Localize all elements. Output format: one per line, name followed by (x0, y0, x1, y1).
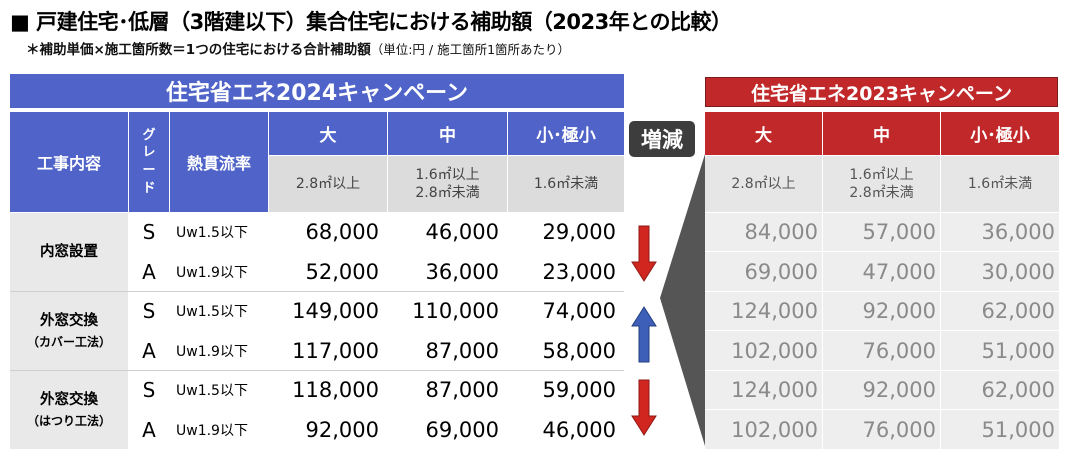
note-unit: （単位:円 / 施工箇所1箇所あたり） (370, 42, 571, 57)
value-2023-small: 51,000 (941, 410, 1059, 449)
range-medium-line1: 1.6㎡以上 (415, 166, 480, 183)
value-2023-medium: 47,000 (823, 252, 940, 291)
group-label: 内窓設置 (40, 243, 98, 260)
range-2023-medium: 1.6㎡以上 2.8㎡未満 (823, 156, 940, 212)
range-small: 1.6㎡未満 (508, 156, 624, 212)
grade-char-2: レ (142, 145, 156, 161)
value-2024-medium: 87,000 (425, 378, 499, 402)
range-medium: 1.6㎡以上 2.8㎡未満 (388, 156, 507, 212)
value-2023-medium: 76,000 (823, 410, 940, 449)
value-2023-medium: 57,000 (823, 213, 940, 251)
page-title: ■ 戸建住宅･低層（3階建以下）集合住宅における補助額（2023年との比較） (10, 10, 732, 34)
value-2024-medium: 36,000 (425, 259, 499, 284)
value-2023-small: 30,000 (941, 252, 1059, 291)
group-label-inner-window: 内窓設置 (10, 213, 128, 291)
uw-cell: Uw1.9以下 (176, 343, 248, 360)
value-2023-large: 84,000 (705, 213, 822, 251)
value-2023-large: 102,000 (705, 410, 822, 449)
range-large: 2.8㎡以上 (269, 156, 387, 212)
value-2024-small: 74,000 (542, 299, 616, 323)
value-2024-large: 149,000 (292, 299, 379, 323)
value-2024-small: 59,000 (542, 378, 616, 402)
value-2023-small: 36,000 (941, 213, 1059, 251)
grade-char-4: ド (142, 180, 156, 196)
grade-cell: S (142, 299, 156, 323)
value-2024-large: 117,000 (292, 338, 379, 363)
arrow-down-icon (631, 379, 657, 436)
group-sublabel: （はつり工法） (26, 413, 111, 428)
value-2023-small: 62,000 (941, 371, 1059, 409)
grade-cell: A (142, 259, 156, 284)
value-2023-small: 51,000 (941, 331, 1059, 370)
uw-cell: Uw1.5以下 (176, 304, 248, 320)
value-2024-medium: 110,000 (412, 299, 499, 323)
uw-cell: Uw1.5以下 (176, 383, 248, 399)
value-2024-medium: 46,000 (425, 220, 499, 244)
value-2024-small: 23,000 (542, 259, 616, 284)
header-2023-size-small: 小･極小 (941, 112, 1059, 155)
row-divider (10, 370, 624, 371)
grade-cell: A (142, 338, 156, 363)
value-2023-large: 102,000 (705, 331, 822, 370)
group-sublabel: （カバー工法） (26, 334, 111, 349)
range-medium-line2: 2.8㎡未満 (415, 185, 480, 201)
uw-cell: Uw1.5以下 (176, 225, 248, 241)
value-2023-large: 69,000 (705, 252, 822, 291)
value-2023-medium: 76,000 (823, 331, 940, 370)
value-2024-medium: 87,000 (425, 338, 499, 363)
range-2023-large: 2.8㎡以上 (705, 156, 822, 212)
value-2024-large: 118,000 (292, 378, 379, 402)
value-2024-small: 29,000 (542, 220, 616, 244)
value-2024-small: 46,000 (542, 417, 616, 442)
range-2023-small: 1.6㎡未満 (941, 156, 1059, 212)
arrow-down-icon (631, 225, 657, 282)
value-2024-large: 92,000 (305, 417, 379, 442)
value-2024-medium: 69,000 (425, 417, 499, 442)
grade-char-3: ー (142, 163, 156, 178)
header-grade: グ レ ー ド (129, 112, 169, 212)
arrow-up-icon (631, 306, 657, 363)
group-label: 外窓交換 (40, 392, 98, 409)
header-size-large: 大 (269, 112, 387, 155)
grade-char-1: グ (142, 127, 156, 143)
change-label: 増減 (629, 121, 695, 157)
group-label-outer-hatsuri: 外窓交換 （はつり工法） (10, 371, 128, 449)
connector-wedge-shape (660, 154, 705, 446)
subsidy-note: ＊補助単価×施工箇所数＝1つの住宅における合計補助額（単位:円 / 施工箇所1箇… (26, 38, 570, 58)
value-2024-large: 52,000 (305, 259, 379, 284)
group-label-outer-cover: 外窓交換 （カバー工法） (10, 292, 128, 370)
value-2023-medium: 92,000 (823, 292, 940, 330)
row-divider (10, 291, 624, 292)
value-2023-large: 124,000 (705, 371, 822, 409)
header-heat: 熱貫流率 (170, 112, 268, 212)
grade-cell: S (142, 378, 156, 402)
grade-cell: S (142, 220, 156, 244)
header-size-medium: 中 (388, 112, 507, 155)
header-2023-size-medium: 中 (823, 112, 940, 155)
header-2023-size-large: 大 (705, 112, 822, 155)
header-work: 工事内容 (10, 112, 128, 212)
range-2023-medium-line1: 1.6㎡以上 (849, 166, 914, 183)
note-text: ＊補助単価×施工箇所数＝1つの住宅における合計補助額 (26, 42, 371, 58)
campaign-2023-banner: 住宅省エネ2023キャンペーン (705, 77, 1058, 107)
value-2023-small: 62,000 (941, 292, 1059, 330)
uw-cell: Uw1.9以下 (176, 264, 248, 281)
value-2023-medium: 92,000 (823, 371, 940, 409)
range-2023-medium-line2: 2.8㎡未満 (849, 185, 914, 201)
connector-wedge (660, 154, 705, 446)
header-size-small: 小･極小 (508, 112, 624, 155)
campaign-2024-banner: 住宅省エネ2024キャンペーン (10, 74, 624, 108)
uw-cell: Uw1.9以下 (176, 422, 248, 439)
group-label: 外窓交換 (40, 313, 98, 330)
value-2024-small: 58,000 (542, 338, 616, 363)
value-2023-large: 124,000 (705, 292, 822, 330)
grade-cell: A (142, 417, 156, 442)
value-2024-large: 68,000 (305, 220, 379, 244)
